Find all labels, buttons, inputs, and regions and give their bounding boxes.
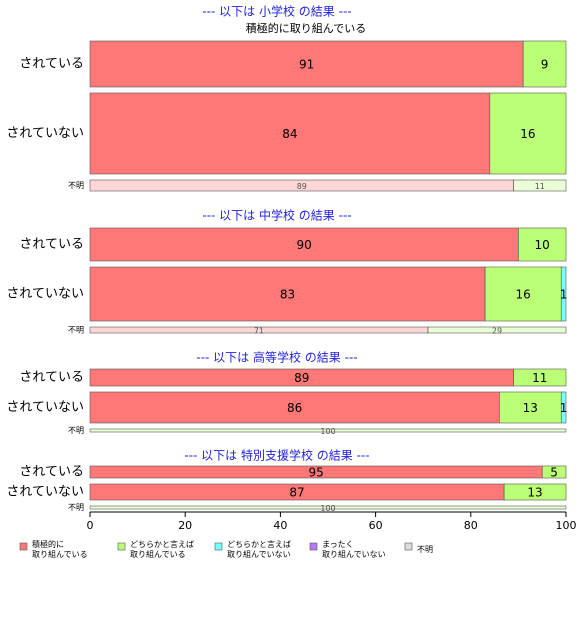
row-label: されていない: [6, 287, 84, 302]
value-label: 11: [532, 371, 547, 385]
x-tick-label: 60: [369, 519, 383, 532]
value-label: 84: [282, 127, 297, 141]
bar-segment: [484, 266, 562, 322]
legend-swatch: [19, 542, 28, 551]
value-label: 91: [299, 58, 314, 72]
bar-segment: [89, 428, 567, 433]
bar-segment: [427, 326, 567, 334]
row-label: 不明: [68, 503, 84, 512]
bar-segment: [89, 391, 500, 424]
value-label: 83: [280, 288, 295, 302]
value-label: 95: [308, 466, 323, 480]
value-label: 10: [535, 238, 550, 252]
row-label: されている: [19, 57, 84, 72]
bar-segment: [560, 266, 567, 322]
bar-segment: [489, 92, 567, 175]
legend-label: 積極的に取り組んでいる: [32, 539, 88, 559]
x-tick-label: 100: [556, 519, 577, 532]
bar-segment: [503, 483, 567, 501]
panel-title: --- 以下は 小学校 の結果 ---: [202, 4, 351, 19]
value-label: 16: [516, 288, 531, 302]
legend-swatch: [309, 542, 318, 551]
panel-title: --- 以下は 高等学校 の結果 ---: [196, 350, 357, 365]
value-label: 89: [297, 182, 307, 191]
row-label: されていない: [6, 126, 84, 141]
row-label: されている: [19, 465, 84, 480]
legend-label: まったく取り組んでいない: [322, 540, 386, 559]
legend-label: どちらかと言えば取り組んでいる: [130, 539, 194, 559]
bar-segment: [560, 391, 567, 424]
value-label: 100: [320, 427, 335, 436]
bar-segment: [89, 92, 491, 175]
legend-swatch: [404, 542, 413, 551]
bar-segment: [513, 368, 567, 387]
bar-segment: [89, 227, 519, 262]
value-label: 29: [492, 327, 502, 336]
row-label: されていない: [6, 400, 84, 415]
bar-segment: [541, 465, 567, 479]
bar-segment: [522, 40, 567, 88]
value-label: 13: [523, 401, 538, 415]
x-tick-label: 80: [464, 519, 478, 532]
bar-segment: [513, 179, 567, 192]
x-tick-label: 20: [178, 519, 192, 532]
value-label: 11: [535, 182, 545, 191]
bar-segment: [89, 40, 524, 88]
value-label: 9: [541, 58, 549, 72]
panel-title: --- 以下は 特別支援学校 の結果 ---: [184, 448, 369, 463]
row-label: されている: [19, 237, 84, 252]
value-label: 90: [297, 238, 312, 252]
value-label: 13: [527, 486, 542, 500]
row-label: されている: [19, 370, 84, 385]
bar-segment: [499, 391, 562, 424]
value-label: 5: [550, 466, 558, 480]
value-label: 16: [520, 127, 535, 141]
legend-swatch: [214, 542, 223, 551]
value-label: 87: [289, 486, 304, 500]
bar-segment: [518, 227, 567, 262]
value-label: 100: [320, 504, 335, 513]
legend-label: 不明: [417, 545, 433, 554]
row-label: 不明: [68, 426, 84, 435]
panel-title: --- 以下は 中学校 の結果 ---: [202, 208, 351, 223]
value-label: 1: [560, 401, 568, 415]
x-tick-label: 40: [273, 519, 287, 532]
value-label: 86: [287, 401, 302, 415]
value-label: 89: [294, 371, 309, 385]
bar-segment: [89, 505, 567, 510]
value-label: 1: [560, 288, 568, 302]
legend-swatch: [117, 542, 126, 551]
value-label: 71: [254, 327, 264, 336]
legend-label: どちらかと言えば取り組んでいない: [227, 539, 291, 559]
row-label: 不明: [68, 326, 84, 335]
row-label: されていない: [6, 485, 84, 500]
column-header: 積極的に取り組んでいる: [246, 21, 366, 35]
row-label: 不明: [68, 181, 84, 190]
bar-segment: [89, 266, 486, 322]
x-tick-label: 0: [87, 519, 94, 532]
